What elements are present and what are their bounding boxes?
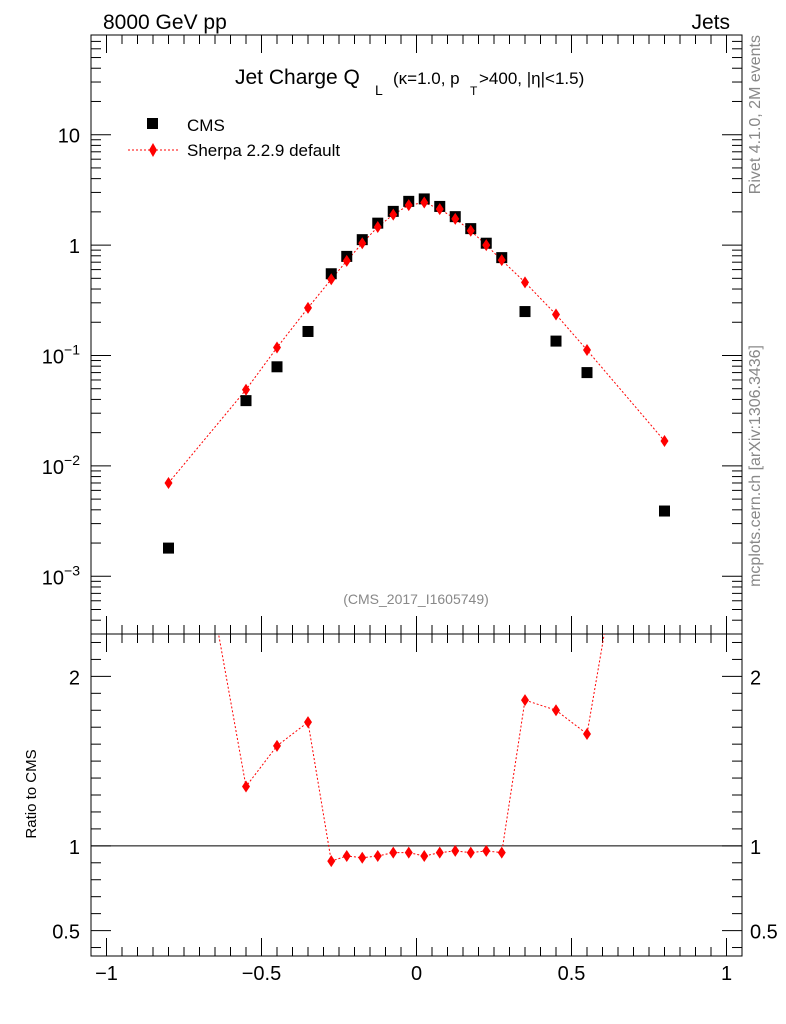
cms-point xyxy=(302,325,314,337)
mcplots-label: mcplots.cern.ch [arXiv:1306.3436] xyxy=(747,345,764,587)
main-axis-ticks xyxy=(90,34,743,635)
sherpa-point xyxy=(482,239,491,252)
sherpa-point xyxy=(164,476,173,489)
ratio-point xyxy=(435,846,444,859)
sherpa-point xyxy=(404,199,413,212)
cms-point xyxy=(659,505,670,517)
ratio-point xyxy=(242,780,250,793)
ratio-point xyxy=(583,727,591,740)
legend: CMS Sherpa 2.2.9 default xyxy=(128,116,340,160)
ratio-point xyxy=(358,851,367,864)
title-sub: L xyxy=(375,82,383,98)
main-y-tick-label: 10−1 xyxy=(42,341,80,368)
cms-point xyxy=(271,361,283,373)
ratio-point xyxy=(552,704,560,717)
ratio-point xyxy=(327,855,336,868)
ratio-point xyxy=(466,846,475,859)
legend-cms-marker xyxy=(147,118,158,129)
ratio-y-tick-label-left: 1 xyxy=(69,837,80,859)
main-y-tick-label: 10−2 xyxy=(42,452,80,479)
ratio-point xyxy=(420,850,429,863)
sherpa-point xyxy=(242,383,250,396)
main-y-tick-label: 1 xyxy=(69,236,80,258)
sherpa-point xyxy=(435,203,444,216)
sherpa-point xyxy=(660,435,669,448)
sherpa-point xyxy=(466,224,475,237)
x-tick-label: −0.5 xyxy=(242,963,281,985)
x-tick-labels: −1 −0.5 0 0.5 1 xyxy=(95,963,732,985)
x-tick-label: 0 xyxy=(411,963,422,985)
sherpa-point xyxy=(358,237,367,250)
sherpa-point xyxy=(521,276,529,289)
ratio-point xyxy=(273,739,281,752)
analysis-tag: (CMS_2017_I1605749) xyxy=(343,591,489,607)
ratio-y-tick-labels: 0.5 0.5 1 1 2 2 xyxy=(52,667,778,943)
ratio-series xyxy=(218,634,605,868)
sherpa-point xyxy=(389,208,398,221)
sherpa-point xyxy=(327,273,336,286)
title-details-a: (κ=1.0, p xyxy=(393,69,460,88)
x-tick-label: 0.5 xyxy=(558,963,586,985)
sherpa-point xyxy=(583,344,591,357)
sherpa-point xyxy=(497,254,506,267)
x-tick-label: −1 xyxy=(95,963,118,985)
ratio-point xyxy=(451,844,460,857)
ratio-point xyxy=(497,846,506,859)
legend-sherpa-marker xyxy=(149,143,157,157)
cms-point xyxy=(240,395,252,407)
ratio-y-tick-label-right: 1 xyxy=(750,837,761,859)
legend-sherpa-label: Sherpa 2.2.9 default xyxy=(187,141,340,160)
cms-point xyxy=(163,542,174,554)
ratio-axis-ticks xyxy=(90,634,743,956)
ratio-point xyxy=(404,846,413,859)
ratio-panel-frame xyxy=(90,633,743,957)
cms-point xyxy=(519,306,531,318)
sherpa-point xyxy=(373,220,382,233)
sherpa-line xyxy=(168,202,665,484)
sherpa-point xyxy=(273,341,281,354)
sherpa-point xyxy=(342,254,351,267)
cms-point xyxy=(550,335,562,347)
ratio-ylabel: Ratio to CMS xyxy=(23,749,40,838)
sherpa-point xyxy=(304,301,312,314)
ratio-y-tick-label-left: 2 xyxy=(69,667,80,689)
ratio-y-tick-label-left: 0.5 xyxy=(52,922,80,944)
title-details-c: >400, |η|<1.5) xyxy=(479,69,584,88)
ratio-point xyxy=(482,844,491,857)
legend-cms-label: CMS xyxy=(187,116,225,135)
sherpa-point xyxy=(451,212,460,225)
ratio-y-tick-label-right: 0.5 xyxy=(750,922,778,944)
main-y-tick-label: 10−3 xyxy=(42,562,80,589)
sherpa-point xyxy=(420,196,429,209)
title-main: Jet Charge Q xyxy=(235,66,360,89)
ratio-y-tick-label-right: 2 xyxy=(750,667,761,689)
ratio-point xyxy=(342,850,351,863)
header-left: 8000 GeV pp xyxy=(103,11,227,34)
ratio-point xyxy=(389,846,398,859)
ratio-point xyxy=(304,716,312,729)
cms-point xyxy=(581,367,593,379)
main-y-tick-label: 10 xyxy=(58,126,80,148)
main-series xyxy=(163,193,670,554)
header-right: Jets xyxy=(691,11,730,34)
main-y-tick-labels: 10−3 10−2 10−1 1 10 xyxy=(42,126,80,590)
ratio-point xyxy=(521,694,529,707)
rivet-label: Rivet 4.1.0, 2M events xyxy=(747,35,764,194)
x-tick-label: 1 xyxy=(721,963,732,985)
ratio-point xyxy=(373,850,382,863)
sherpa-point xyxy=(552,308,560,321)
title-details-b: T xyxy=(470,84,478,98)
plot-title: Jet Charge Q L (κ=1.0, p T >400, |η|<1.5… xyxy=(235,66,584,98)
